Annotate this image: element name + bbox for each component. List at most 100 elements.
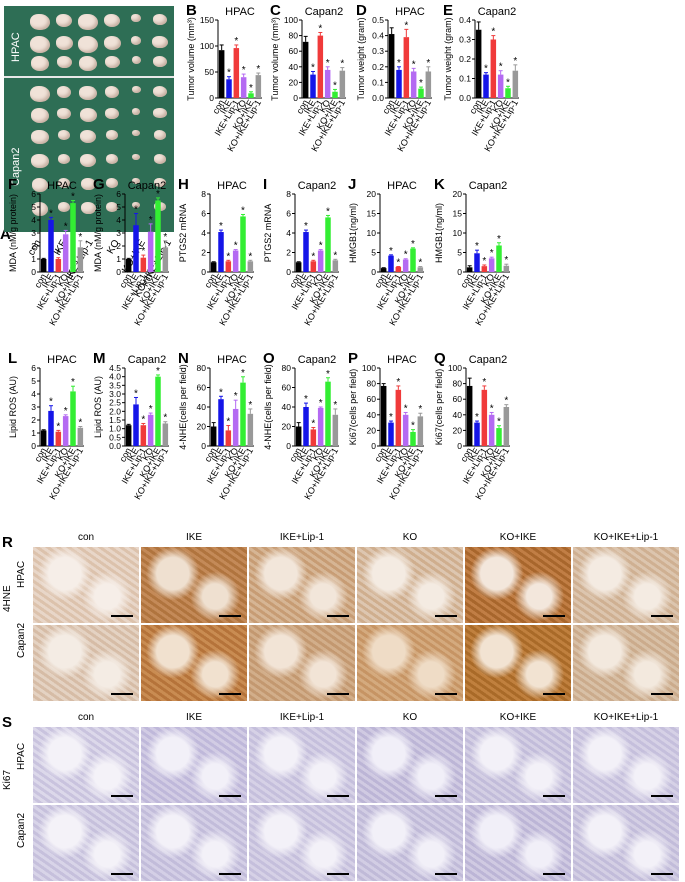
tumor-specimen [31, 56, 49, 71]
bar-KO [232, 250, 239, 272]
significance-star: * [333, 400, 337, 411]
y-tick-label: 0.3 [459, 35, 471, 45]
tumor-specimen [104, 14, 120, 27]
chart-P: P HPAC 0 20 40 60 80 100 Ki67(cells per field) co… [340, 350, 428, 520]
y-tick-label: 0.1 [372, 77, 384, 87]
y-axis-label: Tumor volume (mm³) [186, 17, 196, 101]
significance-star: * [134, 388, 138, 399]
significance-star: * [311, 418, 315, 429]
y-axis-label: PTGS2 mRNA [263, 204, 273, 263]
y-tick-label: 0 [209, 93, 214, 103]
significance-star: * [475, 241, 479, 252]
bar-con [125, 259, 132, 272]
scale-bar [543, 693, 565, 695]
bar-con [302, 41, 309, 98]
y-tick-label: 100 [284, 15, 298, 25]
bar-KO+IKE [505, 88, 511, 98]
y-tick-label: 4.5 [109, 363, 121, 373]
tumor-specimen [29, 36, 51, 53]
panel-label-E: E [443, 2, 454, 19]
significance-star: * [490, 248, 494, 259]
significance-star: * [389, 246, 393, 257]
bar-IKE+Lip-1 [317, 35, 324, 98]
significance-star: * [404, 403, 408, 414]
scale-bar [435, 615, 457, 617]
significance-star: * [249, 83, 253, 94]
significance-star: * [412, 59, 416, 70]
significance-star: * [134, 205, 138, 216]
chart-title: Capan2 [469, 354, 508, 366]
significance-star: * [482, 256, 486, 267]
bar-KO [402, 414, 409, 446]
chart-title: Capan2 [305, 6, 344, 18]
significance-star: * [234, 391, 238, 402]
chart-svg-E: Capan2 0.0 0.1 0.2 0.3 0.4 Tumor weight (gram)… [443, 6, 520, 153]
bar-con [210, 262, 217, 272]
significance-star: * [326, 206, 330, 217]
bar-KO [147, 231, 154, 272]
tumor-specimen [153, 56, 167, 67]
y-tick-label: 40 [453, 410, 463, 420]
tumor-specimen [106, 178, 118, 188]
bar-KO+IKE+Lip-1 [255, 75, 262, 98]
bar-KO+IKE+Lip-1 [332, 414, 339, 446]
chart-title: Capan2 [298, 354, 337, 366]
bar-IKE+Lip-1 [233, 48, 240, 98]
y-tick-label: 15 [367, 209, 377, 219]
bar-KO+IKE [325, 217, 331, 272]
y-tick-label: 20 [367, 425, 377, 435]
y-axis-label: HMGB1(ng/ml) [434, 203, 444, 263]
significance-star: * [333, 250, 337, 261]
tumor-specimen [104, 86, 120, 98]
y-tick-label: 4 [286, 228, 291, 238]
chart-D: D HPAC 0.0 0.1 0.2 0.3 0.4 0.5 Tumor weight (gra… [348, 2, 436, 172]
ihc-column-label: KO [402, 712, 418, 723]
significance-star: * [78, 418, 82, 429]
y-tick-label: 60 [197, 383, 207, 393]
bar-IKE [310, 74, 316, 98]
bar-con [40, 430, 47, 446]
y-tick-label: 2 [116, 241, 121, 251]
y-tick-label: 1 [116, 254, 121, 264]
tumor-specimen [77, 36, 99, 53]
tumor-specimen [79, 86, 97, 101]
y-tick-label: 2 [201, 248, 206, 258]
significance-star: * [404, 20, 408, 31]
bar-IKE [226, 79, 232, 98]
y-tick-label: 4 [31, 215, 36, 225]
ihc-tile [32, 726, 140, 804]
y-tick-label: 6 [31, 189, 36, 199]
panel-label-H: H [178, 176, 189, 193]
bar-KO+IKE+Lip-1 [77, 247, 84, 272]
ihc-column-label: KO+IKE+Lip-1 [593, 712, 659, 723]
tumor-specimen [153, 130, 167, 140]
bar-IKE [133, 225, 139, 272]
ihc-tile [572, 726, 680, 804]
significance-star: * [219, 221, 223, 232]
ihc-tile [356, 726, 464, 804]
bar-IKE [303, 232, 309, 272]
y-tick-label: 0.0 [109, 441, 121, 451]
bar-KO+IKE [418, 88, 424, 98]
ihc-tile [32, 804, 140, 882]
scale-bar [651, 795, 673, 797]
panel-label-L: L [8, 350, 18, 367]
y-tick-label: 0.2 [459, 54, 471, 64]
ihc-tile [356, 804, 464, 882]
ihc-column-label: IKE [185, 712, 203, 723]
y-tick-label: 40 [282, 402, 292, 412]
ihc-S-row-label-hpac: HPAC [16, 742, 27, 770]
bar-KO+IKE [496, 245, 502, 272]
tumor-specimen [132, 130, 140, 137]
scale-bar [111, 615, 133, 617]
ihc-column-label: KO [402, 532, 418, 543]
y-tick-label: 0 [457, 267, 462, 277]
panel-label-Q: Q [434, 350, 446, 367]
bar-KO+IKE+Lip-1 [425, 71, 432, 98]
significance-star: * [491, 27, 495, 38]
ihc-column-label: IKE [185, 532, 203, 543]
